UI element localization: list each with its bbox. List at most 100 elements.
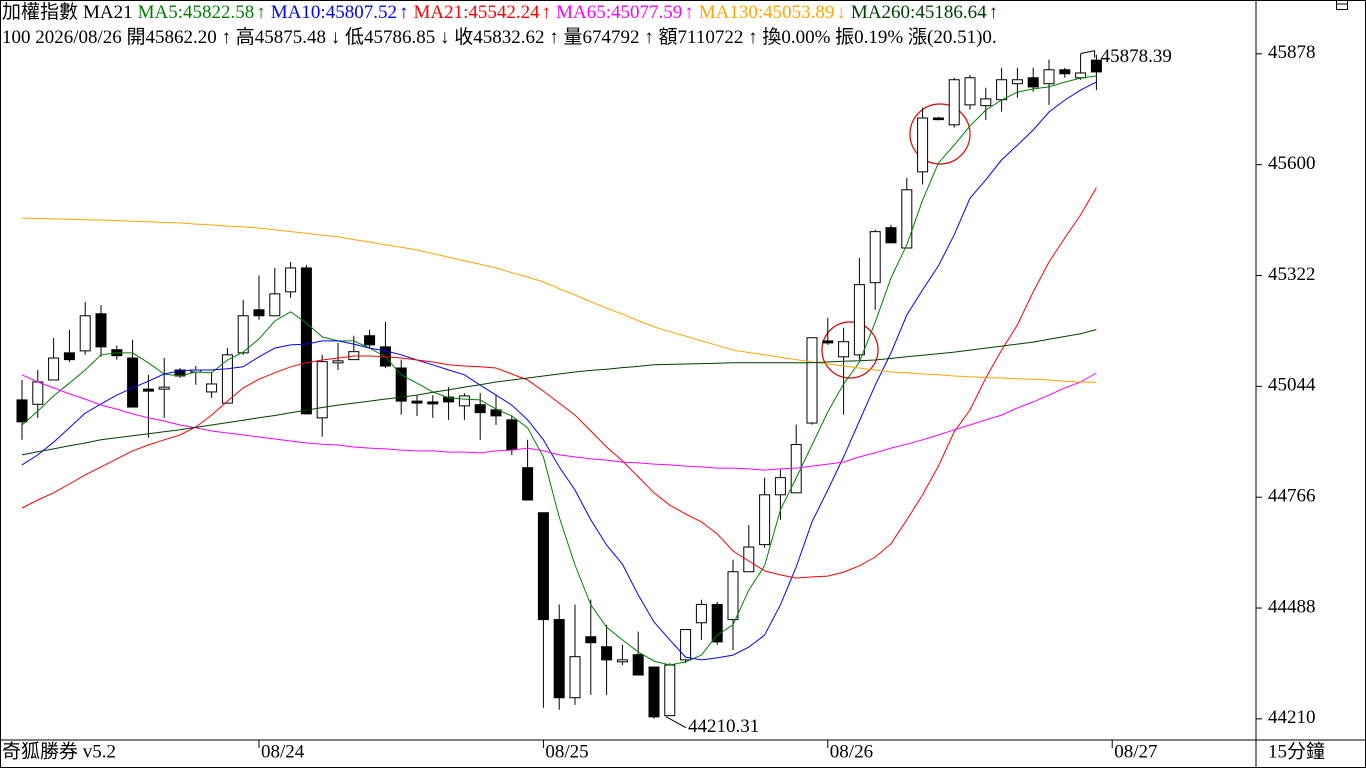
max-label: 45878.39 bbox=[1101, 46, 1172, 67]
candle-body bbox=[901, 189, 913, 249]
ma-label: MA21:45542.24 bbox=[413, 2, 540, 23]
candle-body bbox=[364, 335, 376, 346]
max-pointer bbox=[1080, 50, 1095, 55]
indicator: MA21 bbox=[83, 2, 133, 23]
candle-body bbox=[869, 231, 881, 284]
candle-body bbox=[48, 357, 60, 381]
candle-body bbox=[474, 404, 486, 414]
ma-line bbox=[21, 329, 1097, 456]
min-label: 44210.31 bbox=[688, 716, 759, 737]
candle-body bbox=[616, 659, 628, 663]
candle-body bbox=[32, 381, 44, 405]
candle-body bbox=[506, 419, 518, 451]
min-pointer bbox=[665, 716, 687, 729]
candle-body bbox=[395, 367, 407, 402]
candle-body bbox=[932, 117, 944, 121]
candle-body bbox=[1075, 72, 1087, 79]
candle-body bbox=[601, 646, 613, 661]
candle-body bbox=[948, 79, 960, 126]
candle-body bbox=[743, 546, 755, 573]
ma-legend: 加權指數 MA21 MA5:45822.58 ↑ MA10:45807.52 ↑ MA21:… bbox=[2, 0, 1254, 25]
candle-body bbox=[332, 360, 344, 364]
y-tick-label: 45044 bbox=[1268, 375, 1316, 396]
candle-body bbox=[522, 467, 534, 501]
candle-body bbox=[63, 352, 75, 361]
y-tick-label: 44488 bbox=[1268, 596, 1316, 617]
candle-body bbox=[443, 396, 455, 403]
candle-body bbox=[1090, 59, 1102, 73]
candle-body bbox=[917, 117, 929, 173]
candle-body bbox=[285, 267, 297, 293]
candle-body bbox=[95, 313, 107, 348]
y-tick-label: 45322 bbox=[1268, 264, 1316, 285]
ma-label: MA5:45822.58 bbox=[137, 2, 255, 23]
ma-trend: ↓ bbox=[836, 2, 846, 23]
ma-label: MA10:45807.52 bbox=[270, 2, 397, 23]
highlight-circle bbox=[821, 321, 879, 379]
candle-body bbox=[206, 383, 218, 393]
ma-trend: ↑ bbox=[684, 2, 694, 23]
candle-body bbox=[853, 284, 865, 356]
candle-body bbox=[759, 494, 771, 546]
ma-trend: ↑ bbox=[256, 2, 266, 23]
title: 加權指數 bbox=[2, 2, 79, 23]
x-tick-label: 08/27 bbox=[1114, 741, 1157, 762]
candle-body bbox=[237, 315, 249, 354]
candle-body bbox=[1027, 77, 1039, 88]
ma-label: MA260:45186.64 bbox=[850, 2, 987, 23]
candle-body bbox=[680, 629, 692, 661]
candle-body bbox=[16, 399, 28, 423]
x-tick-label: 08/25 bbox=[545, 741, 588, 762]
y-tick-label: 44210 bbox=[1268, 707, 1316, 728]
candle-body bbox=[774, 477, 786, 496]
candle-body bbox=[632, 654, 644, 676]
candle-body bbox=[142, 388, 154, 392]
candle-body bbox=[553, 619, 565, 699]
candle-body bbox=[838, 341, 850, 358]
candle-body bbox=[316, 361, 328, 419]
candle-body bbox=[458, 395, 470, 407]
highlight-circle bbox=[909, 103, 971, 165]
ma-line bbox=[21, 81, 1097, 661]
candle-body bbox=[427, 401, 439, 405]
ma-label: MA130:45053.89 bbox=[698, 2, 835, 23]
quote-info: 100 2026/08/26 開45862.20 ↑ 高45875.48 ↓ 低… bbox=[2, 27, 997, 48]
candle-body bbox=[964, 77, 976, 106]
ma-trend: ↑ bbox=[398, 2, 409, 23]
footer-label: 奇狐勝券 v5.2 bbox=[2, 740, 116, 762]
candle-body bbox=[585, 636, 597, 644]
ma-label: MA65:45077.59 bbox=[556, 2, 683, 23]
candle-body bbox=[885, 227, 897, 244]
window-icon[interactable] bbox=[1336, 0, 1348, 10]
ma-line bbox=[21, 372, 1097, 471]
candle-body bbox=[1043, 69, 1055, 85]
x-tick-label: 08/26 bbox=[830, 741, 873, 762]
candle-body bbox=[822, 340, 834, 344]
candle-body bbox=[127, 357, 139, 408]
candle-body bbox=[79, 315, 91, 352]
candle-body bbox=[537, 512, 549, 621]
candle-body bbox=[253, 309, 265, 317]
ma-trend: ↑ bbox=[541, 2, 552, 23]
y-tick-label: 45878 bbox=[1268, 42, 1316, 63]
y-tick-label: 44766 bbox=[1268, 486, 1316, 507]
candle-body bbox=[300, 267, 312, 415]
header: 加權指數 MA21 MA5:45822.58 ↑ MA10:45807.52 ↑ MA21:… bbox=[2, 0, 1254, 50]
period-label[interactable]: 15分鐘 bbox=[1268, 740, 1325, 762]
candle-body bbox=[221, 354, 233, 404]
candle-body bbox=[269, 293, 281, 317]
candle-body bbox=[980, 98, 992, 107]
candle-body bbox=[158, 386, 170, 390]
candle-body bbox=[806, 337, 818, 424]
candle-body bbox=[996, 79, 1008, 101]
ma-line bbox=[21, 217, 1097, 383]
ma-line bbox=[21, 75, 1097, 666]
candle-body bbox=[664, 664, 676, 717]
candle-body bbox=[648, 666, 660, 718]
candle-body bbox=[711, 603, 723, 643]
candle-body bbox=[569, 656, 581, 699]
candle-body bbox=[411, 400, 423, 404]
candle-body bbox=[695, 603, 707, 624]
ma-trend: ↑ bbox=[988, 2, 999, 23]
